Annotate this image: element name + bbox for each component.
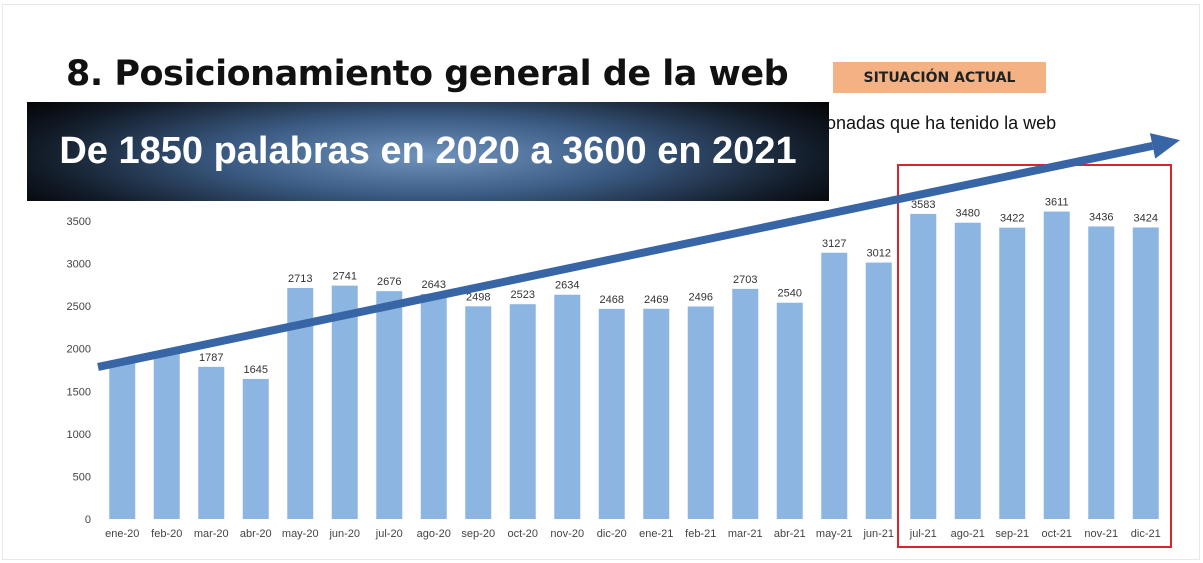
bar — [465, 306, 492, 519]
x-tick-label: nov-20 — [550, 528, 584, 540]
bar — [598, 308, 625, 519]
bar — [376, 291, 403, 519]
x-tick-label: sep-21 — [995, 528, 1029, 540]
bar-value-label: 2468 — [600, 294, 624, 306]
x-tick-label: ene-21 — [639, 528, 673, 540]
x-tick-label: may-21 — [816, 528, 853, 540]
bar-value-label: 2523 — [511, 289, 535, 301]
bar — [331, 285, 358, 519]
x-tick-label: oct-20 — [507, 528, 538, 540]
bar — [242, 378, 269, 519]
x-tick-label: jul-20 — [375, 528, 403, 540]
trend-arrow-head — [1149, 133, 1180, 159]
x-tick-label: abr-21 — [774, 528, 806, 540]
y-tick-label: 0 — [85, 514, 91, 526]
x-tick-label: abr-20 — [240, 528, 272, 540]
bar-value-label: 2676 — [377, 276, 401, 288]
bar — [1132, 227, 1159, 519]
bar — [687, 306, 714, 519]
highlight-range-box — [897, 164, 1172, 548]
bar — [821, 252, 848, 519]
bar-value-label: 2703 — [733, 274, 757, 286]
y-tick-label: 3500 — [67, 216, 91, 228]
bar — [643, 308, 670, 519]
y-tick-label: 1500 — [67, 386, 91, 398]
chart-subtitle: onadas que ha tenido la web — [826, 113, 1057, 133]
bar — [732, 288, 759, 519]
bar — [420, 293, 447, 519]
x-tick-label: dic-21 — [1131, 528, 1161, 540]
x-tick-label: ago-21 — [951, 528, 985, 540]
bar-value-label: 2634 — [555, 280, 579, 292]
bar-value-label: 2643 — [422, 279, 446, 291]
trend-arrow-line — [97, 141, 1154, 371]
x-tick-label: jul-21 — [909, 528, 937, 540]
x-tick-label: may-20 — [282, 528, 319, 540]
y-tick-label: 3000 — [67, 259, 91, 271]
x-tick-label: mar-20 — [194, 528, 229, 540]
bar-value-label: 2741 — [333, 271, 357, 283]
highlight-banner-text: De 1850 palabras en 2020 a 3600 en 2021 — [59, 130, 797, 172]
x-tick-label: feb-21 — [685, 528, 716, 540]
bar — [509, 304, 536, 519]
bar-value-label: 3424 — [1134, 212, 1158, 224]
bar — [1088, 226, 1115, 519]
x-tick-label: jun-20 — [328, 528, 360, 540]
x-tick-label: mar-21 — [728, 528, 763, 540]
bar-value-label: 3012 — [867, 248, 891, 260]
highlight-banner: De 1850 palabras en 2020 a 3600 en 2021 — [27, 102, 829, 201]
bar — [999, 227, 1026, 519]
bar — [776, 302, 803, 519]
x-tick-label: feb-20 — [151, 528, 182, 540]
x-tick-label: sep-20 — [461, 528, 495, 540]
bar — [153, 352, 180, 519]
page-title: 8. Posicionamiento general de la web — [66, 54, 789, 94]
y-tick-label: 2000 — [67, 344, 91, 356]
bar — [910, 213, 937, 519]
bar-value-label: 2496 — [689, 291, 713, 303]
bar — [109, 361, 136, 519]
status-badge: SITUACIÓN ACTUAL — [833, 62, 1046, 93]
bar-value-label: 1787 — [199, 352, 223, 364]
x-tick-label: ago-20 — [417, 528, 451, 540]
bar-value-label: 3422 — [1000, 213, 1024, 225]
status-badge-label: SITUACIÓN ACTUAL — [863, 69, 1016, 86]
bar-value-label: 3127 — [822, 238, 846, 250]
x-tick-label: dic-20 — [597, 528, 627, 540]
bar-value-label: 3480 — [956, 208, 980, 220]
bar-value-label: 3611 — [1045, 197, 1069, 209]
x-tick-label: oct-21 — [1041, 528, 1072, 540]
bar-value-label: 3436 — [1089, 211, 1113, 223]
bar-value-label: 2498 — [466, 291, 490, 303]
bar-value-label: 2540 — [778, 288, 802, 300]
bar-value-label: 2713 — [288, 273, 312, 285]
bar-value-label: 2469 — [644, 294, 668, 306]
bar — [1043, 211, 1070, 520]
y-tick-label: 500 — [73, 471, 91, 483]
bar-value-label: 1645 — [244, 364, 268, 376]
bar — [865, 262, 892, 519]
y-tick-label: 2500 — [67, 301, 91, 313]
bar — [954, 222, 981, 519]
x-tick-label: ene-20 — [105, 528, 139, 540]
bar — [198, 366, 225, 519]
slide-frame — [2, 4, 1200, 560]
bar-value-label: 3583 — [911, 199, 935, 211]
bar — [554, 294, 581, 519]
x-tick-label: nov-21 — [1084, 528, 1118, 540]
y-tick-label: 1000 — [67, 429, 91, 441]
x-tick-label: jun-21 — [862, 528, 894, 540]
